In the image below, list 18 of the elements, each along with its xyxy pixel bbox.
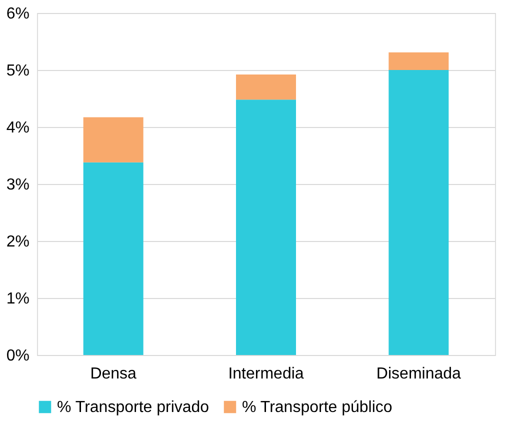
bar xyxy=(388,52,449,70)
legend-label: % Transporte privado xyxy=(57,399,210,416)
y-tick-label: 6% xyxy=(6,6,30,22)
bar xyxy=(236,74,296,100)
x-tick-label: Intermedia xyxy=(228,366,304,382)
bar xyxy=(83,117,144,162)
bar xyxy=(388,70,449,355)
x-tick-label: Densa xyxy=(90,366,137,382)
y-tick-label: 0% xyxy=(6,348,30,364)
legend-label: % Transporte público xyxy=(242,399,392,416)
x-tick-label: Diseminada xyxy=(376,366,462,382)
y-tick-label: 3% xyxy=(6,176,30,194)
bar xyxy=(83,162,144,355)
y-tick-label: 1% xyxy=(6,290,30,308)
y-tick-label: 2% xyxy=(6,234,30,250)
y-tick-label: 4% xyxy=(6,120,30,136)
bar xyxy=(236,100,296,355)
y-tick-label: 5% xyxy=(6,62,30,80)
